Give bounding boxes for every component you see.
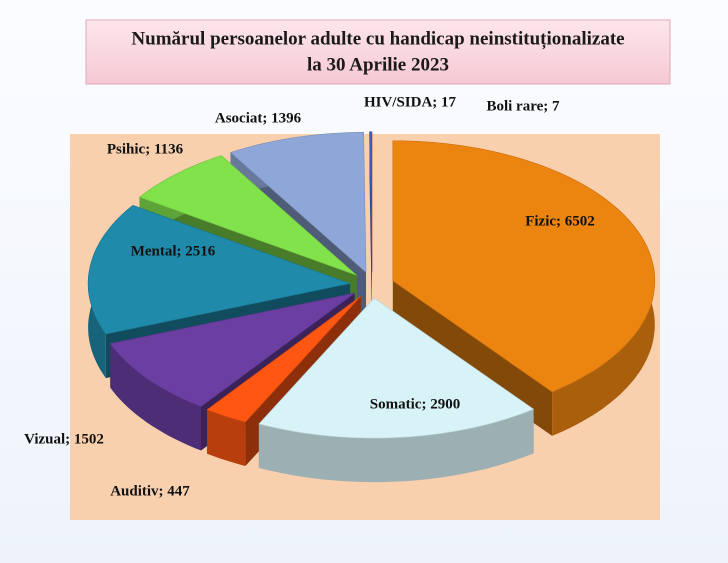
- slice-side: [258, 409, 534, 483]
- chart-title: Numărul persoanelor adulte cu handicap n…: [131, 28, 624, 49]
- data-label: Vizual; 1502: [24, 431, 104, 447]
- data-label: Boli rare; 7: [486, 98, 560, 114]
- slice-top: [109, 292, 355, 407]
- chart-title: la 30 Aprilie 2023: [307, 54, 449, 75]
- slice: [369, 131, 373, 316]
- slice-top: [392, 140, 656, 393]
- title-box: [85, 19, 671, 85]
- slice-top: [138, 155, 357, 276]
- slice-top: [369, 131, 373, 272]
- data-label: Auditiv; 447: [110, 483, 190, 499]
- data-label: Psihic; 1136: [107, 141, 184, 157]
- data-label: Mental; 2516: [131, 243, 216, 259]
- slice-top: [258, 297, 535, 439]
- data-label: HIV/SIDA; 17: [364, 94, 457, 110]
- data-label: Fizic; 6502: [525, 213, 595, 229]
- slice-top: [206, 296, 361, 423]
- data-label: Somatic; 2900: [370, 396, 460, 412]
- slice-side: [110, 343, 201, 451]
- slice-top: [230, 131, 367, 273]
- slice-top: [87, 204, 352, 335]
- slice: [258, 297, 535, 483]
- slice-side: [207, 409, 246, 466]
- data-label: Asociat; 1396: [215, 110, 302, 126]
